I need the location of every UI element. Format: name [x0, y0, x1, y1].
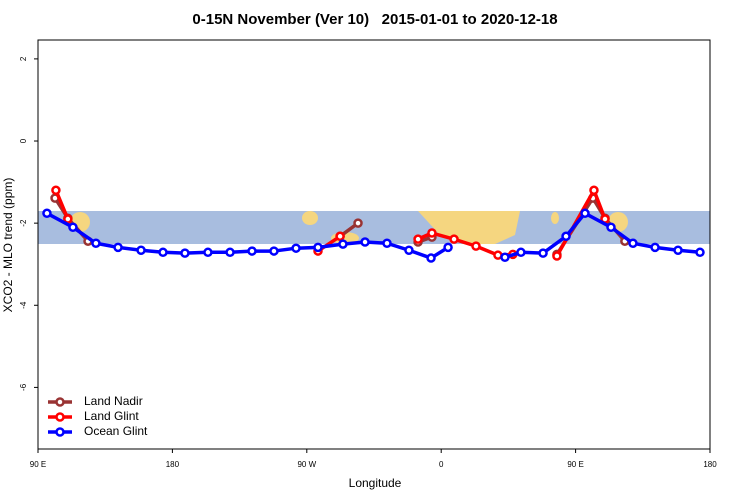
point: [413, 234, 423, 244]
point: [158, 247, 168, 258]
plot-frame: [37, 39, 711, 450]
legend-marker: [55, 397, 65, 407]
chart-title: 0-15N November (Ver 10) 2015-01-01 to 20…: [192, 11, 557, 28]
point: [291, 243, 301, 253]
legend-label: Land Nadir: [84, 394, 143, 408]
point: [382, 238, 392, 249]
y-tick-label: -6: [19, 383, 28, 391]
point: [91, 238, 101, 249]
point: [673, 245, 683, 255]
point: [42, 208, 52, 219]
point: [338, 239, 348, 249]
point: [269, 246, 279, 256]
point: [427, 228, 437, 238]
point: [471, 241, 481, 251]
point: [313, 242, 323, 253]
point: [606, 222, 616, 233]
legend-marker: [55, 427, 65, 437]
x-tick-label: 90 W: [297, 460, 316, 469]
legend-marker: [55, 412, 65, 422]
point: [247, 246, 257, 256]
series-line: [54, 188, 607, 257]
point: [335, 231, 345, 242]
point: [650, 242, 660, 253]
point: [449, 234, 459, 244]
point: [500, 252, 510, 262]
point: [628, 238, 638, 249]
point: [360, 237, 370, 247]
point: [561, 231, 571, 242]
y-tick-label: 2: [19, 56, 28, 61]
point: [516, 247, 526, 258]
x-tick-label: 90 E: [30, 460, 46, 469]
x-tick-label: 180: [703, 460, 717, 469]
point: [538, 248, 548, 258]
point: [695, 247, 705, 258]
point: [203, 247, 213, 258]
point: [443, 242, 453, 253]
x-tick-label: 0: [439, 460, 444, 469]
point: [404, 245, 414, 255]
y-tick-label: -4: [19, 301, 28, 309]
x-axis-label: Longitude: [349, 476, 402, 490]
y-tick-label: -2: [19, 219, 28, 227]
point: [580, 208, 590, 219]
point: [426, 253, 436, 263]
point: [68, 222, 78, 233]
point: [225, 247, 235, 258]
y-axis-label: XCO2 - MLO trend (ppm): [1, 178, 15, 313]
legend-label: Land Glint: [84, 409, 139, 423]
legend-label: Ocean Glint: [84, 424, 148, 438]
x-tick-label: 180: [166, 460, 180, 469]
point: [180, 248, 190, 258]
point: [136, 245, 146, 255]
x-tick-label: 90 E: [567, 460, 583, 469]
point: [113, 242, 123, 253]
point: [353, 218, 363, 228]
point: [552, 251, 562, 261]
point: [51, 185, 61, 196]
y-tick-label: 0: [19, 138, 28, 143]
point: [589, 185, 599, 196]
